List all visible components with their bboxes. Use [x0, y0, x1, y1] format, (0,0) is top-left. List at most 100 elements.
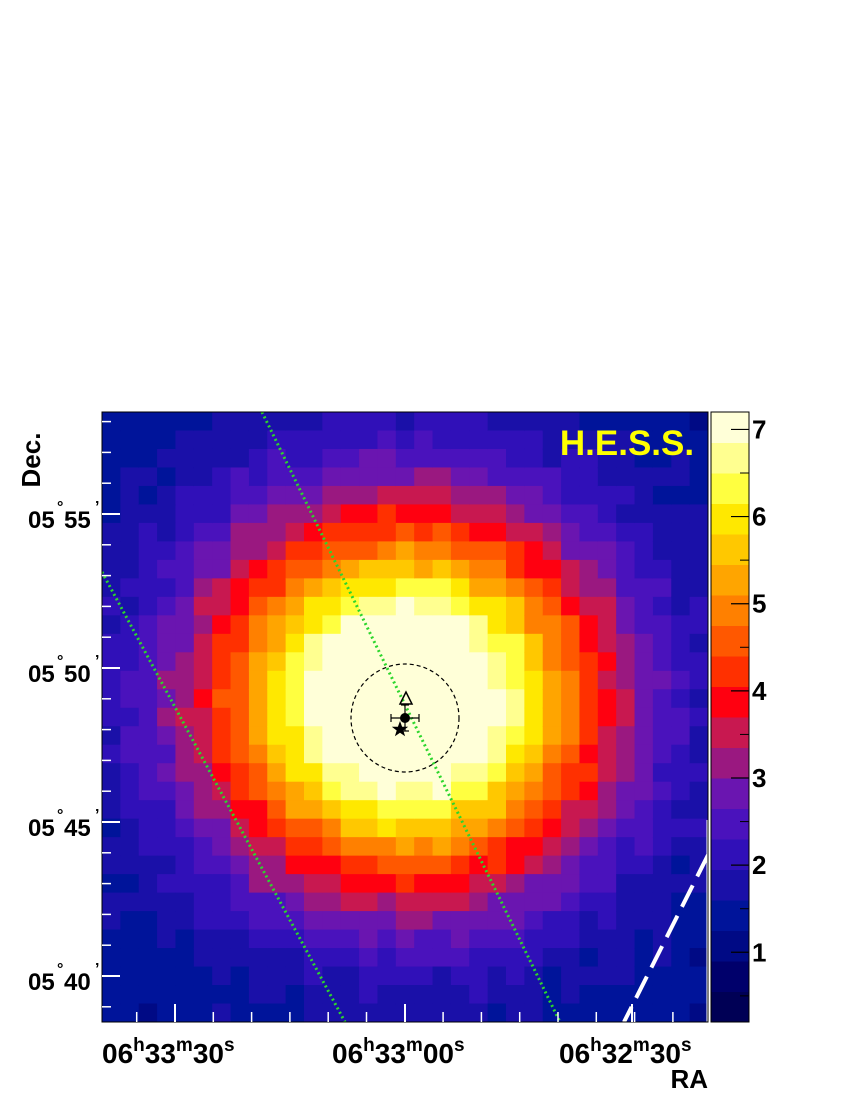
heatmap-cell: [230, 948, 250, 968]
heatmap-cell: [689, 837, 708, 857]
heatmap-cell: [432, 707, 452, 727]
heatmap-cell: [138, 781, 158, 801]
heatmap-cell: [377, 781, 397, 801]
heatmap-cell: [175, 596, 195, 616]
heatmap-cell: [634, 1003, 654, 1022]
heatmap-cell: [487, 837, 507, 857]
heatmap-cell: [285, 559, 305, 579]
heatmap-cell: [487, 781, 507, 801]
heatmap-cell: [157, 412, 177, 432]
heatmap-cell: [652, 615, 672, 635]
heatmap-cell: [616, 929, 636, 949]
heatmap-cell: [579, 763, 599, 783]
y-tick-label: 05 ° 55’: [28, 499, 99, 534]
heatmap-cell: [395, 485, 415, 506]
heatmap-cell: [689, 596, 708, 616]
heatmap-cell: [597, 578, 617, 598]
heatmap-cell: [267, 948, 287, 968]
heatmap-cell: [450, 800, 470, 820]
heatmap-cell: [359, 929, 379, 949]
heatmap-cell: [267, 504, 287, 524]
heatmap-cell: [359, 1003, 379, 1022]
heatmap-cell: [469, 744, 489, 764]
heatmap-cell: [267, 615, 287, 635]
heatmap-cell: [120, 763, 140, 783]
heatmap-cell: [377, 485, 397, 506]
heatmap-cell: [542, 818, 562, 838]
heatmap-cell: [322, 689, 342, 709]
heatmap-cell: [524, 966, 544, 986]
heatmap-cell: [377, 633, 397, 653]
heatmap-cell: [652, 485, 672, 506]
heatmap-cell: [634, 412, 654, 432]
heatmap-cell: [212, 559, 232, 579]
heatmap-cell: [230, 652, 250, 672]
heatmap-cell: [634, 522, 654, 542]
heatmap-cell: [597, 948, 617, 968]
heatmap-cell: [542, 412, 562, 432]
heatmap-cell: [671, 615, 691, 635]
heatmap-cell: [616, 670, 636, 690]
heatmap-cell: [340, 892, 360, 912]
heatmap-cell: [175, 911, 195, 931]
heatmap-cell: [377, 763, 397, 783]
heatmap-cell: [340, 1003, 360, 1022]
heatmap-cell: [304, 412, 323, 432]
heatmap-cell: [102, 781, 121, 801]
heatmap-cell: [285, 874, 305, 894]
heatmap-cell: [671, 874, 691, 894]
heatmap-cell: [579, 874, 599, 894]
heatmap-cell: [506, 911, 525, 931]
heatmap-cell: [414, 818, 434, 838]
heatmap-cell: [322, 781, 342, 801]
heatmap-cell: [267, 911, 287, 931]
heatmap-cell: [414, 578, 434, 598]
heatmap-cell: [377, 800, 397, 820]
heatmap-cell: [138, 430, 158, 450]
heatmap-cell: [506, 726, 525, 746]
heatmap-cell: [138, 467, 158, 487]
heatmap-cell: [359, 596, 379, 616]
heatmap-cell: [322, 744, 342, 764]
heatmap-cell: [304, 578, 323, 598]
heatmap-cell: [450, 541, 470, 561]
heatmap-cell: [267, 522, 287, 542]
heatmap-cell: [542, 781, 562, 801]
heatmap-cell: [597, 1003, 617, 1022]
heatmap-cell: [689, 781, 708, 801]
heatmap-cell: [359, 874, 379, 894]
heatmap-cell: [432, 670, 452, 690]
heatmap-cell: [469, 485, 489, 506]
heatmap-cell: [212, 1003, 232, 1022]
heatmap-cell: [524, 726, 544, 746]
colorbar-ticks: 1 2 3 4 5 6 7: [731, 414, 767, 997]
heatmap-cell: [432, 615, 452, 635]
heatmap-cell: [359, 948, 379, 968]
heatmap-cell: [671, 855, 691, 875]
heatmap-cell: [304, 781, 323, 801]
heatmap-cell: [322, 892, 342, 912]
heatmap-cell: [377, 430, 397, 450]
heatmap-cell: [248, 633, 268, 653]
heatmap-cell: [671, 966, 691, 986]
heatmap-cell: [120, 522, 140, 542]
heatmap-cell: [285, 726, 305, 746]
heatmap-cell: [304, 485, 323, 506]
heatmap-cell: [634, 855, 654, 875]
heatmap-cell: [267, 966, 287, 986]
heatmap-cell: [634, 929, 654, 949]
heatmap-cell: [561, 966, 581, 986]
heatmap-cell: [395, 633, 415, 653]
heatmap-cell: [120, 633, 140, 653]
heatmap-cell: [212, 578, 232, 598]
heatmap-cell: [120, 892, 140, 912]
heatmap-cell: [359, 726, 379, 746]
heatmap-cell: [414, 596, 434, 616]
heatmap-cell: [193, 966, 213, 986]
heatmap-cell: [230, 615, 250, 635]
heatmap-cell: [671, 485, 691, 506]
heatmap-cell: [157, 559, 177, 579]
heatmap-cell: [138, 966, 158, 986]
colorbar-swatch: [711, 625, 749, 657]
heatmap-cell: [487, 948, 507, 968]
